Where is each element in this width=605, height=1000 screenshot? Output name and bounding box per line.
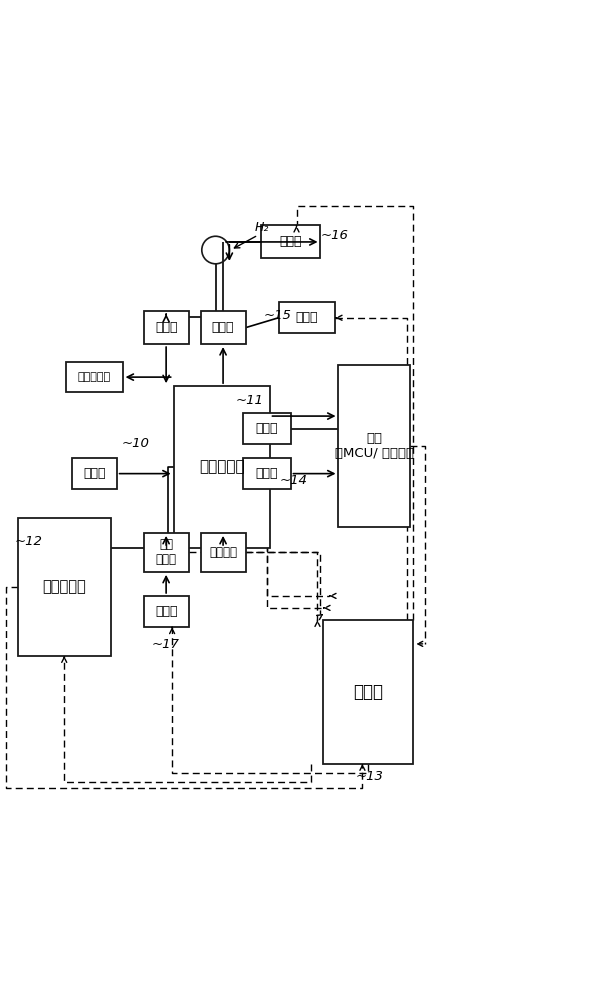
Bar <box>278 302 335 333</box>
Bar <box>338 365 410 527</box>
Text: 冷却泵: 冷却泵 <box>83 467 105 480</box>
Text: ~15: ~15 <box>264 309 292 322</box>
Text: 冷却水出口: 冷却水出口 <box>77 372 111 382</box>
Text: ~12: ~12 <box>15 535 42 548</box>
Bar <box>174 386 270 548</box>
Bar <box>72 458 117 489</box>
Text: ~16: ~16 <box>321 229 348 242</box>
Text: 阻抗测量计: 阻抗测量计 <box>42 579 86 594</box>
Bar <box>143 596 189 627</box>
Text: 循环泵: 循环泵 <box>280 235 302 248</box>
Bar <box>261 225 321 258</box>
Text: 控制器: 控制器 <box>353 683 384 701</box>
Bar <box>66 362 123 392</box>
Bar <box>324 620 413 764</box>
Bar <box>201 311 246 344</box>
Text: 空气出口: 空气出口 <box>209 546 237 559</box>
Bar <box>18 518 111 656</box>
Text: H₂: H₂ <box>255 221 269 234</box>
Bar <box>243 413 290 444</box>
Text: ~10: ~10 <box>122 437 149 450</box>
Text: ~17: ~17 <box>151 638 179 651</box>
Bar <box>243 458 290 489</box>
Text: ~11: ~11 <box>235 394 263 407</box>
Bar <box>201 533 246 572</box>
Text: ~14: ~14 <box>280 474 307 487</box>
Text: 排放阀: 排放阀 <box>296 311 318 324</box>
Text: 电压表: 电压表 <box>255 422 278 435</box>
Text: 空气
流量计: 空气 流量计 <box>155 538 177 566</box>
Bar <box>143 311 189 344</box>
Text: 电流计: 电流计 <box>255 467 278 480</box>
Text: 负载
（MCU/ 电机等）: 负载 （MCU/ 电机等） <box>335 432 414 460</box>
Text: 氢出口: 氢出口 <box>212 321 234 334</box>
Text: ~13: ~13 <box>355 770 383 783</box>
Bar <box>143 533 189 572</box>
Text: 送风机: 送风机 <box>155 605 177 618</box>
Text: 氢入口: 氢入口 <box>155 321 177 334</box>
Text: 燃料电池堆: 燃料电池堆 <box>199 460 244 475</box>
